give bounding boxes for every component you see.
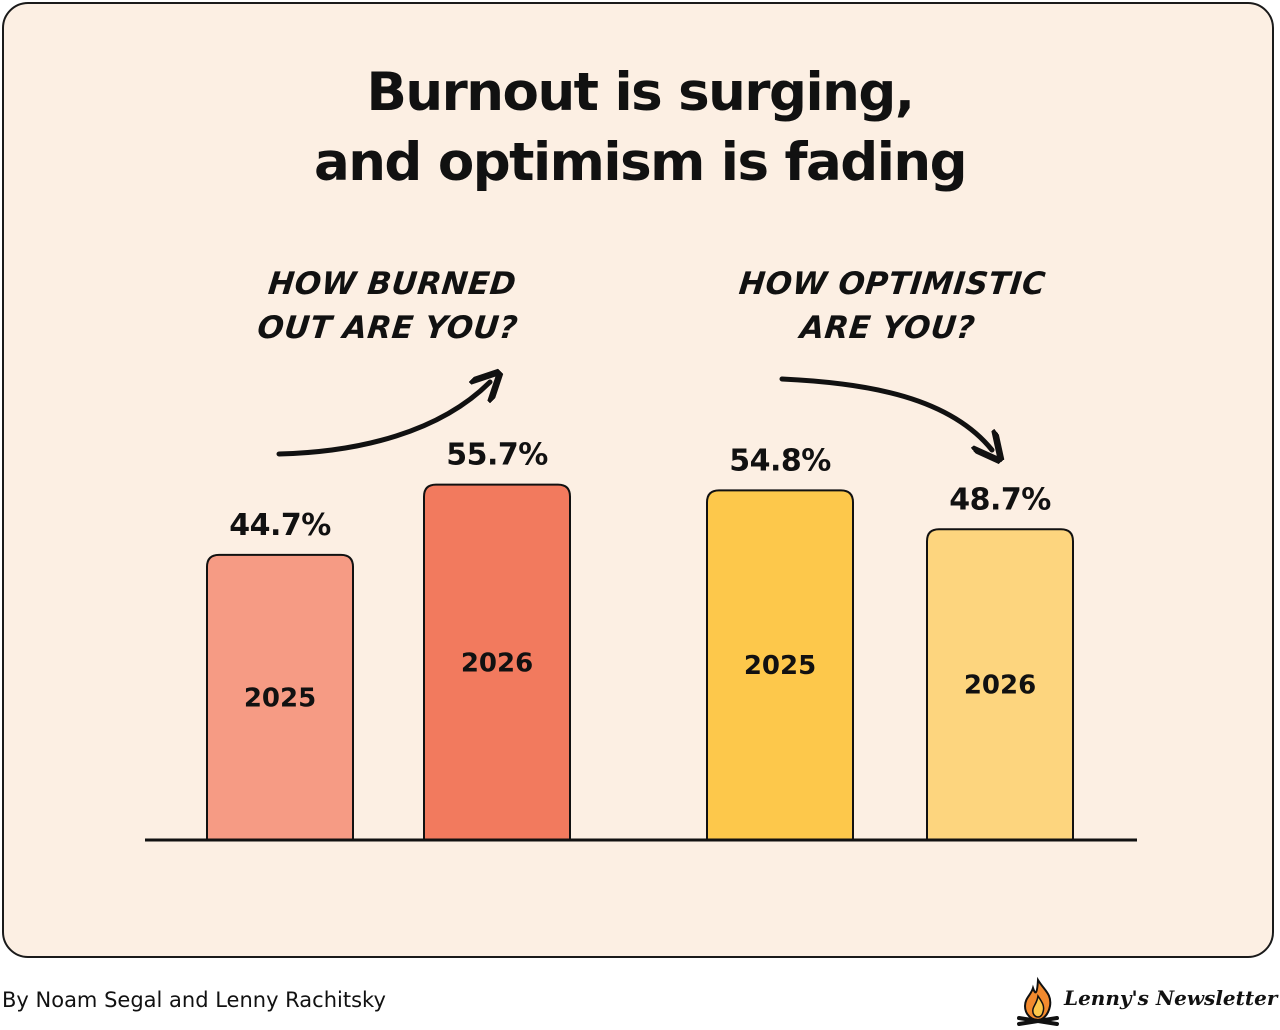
curved-arrow-down-icon <box>779 376 992 450</box>
chart-title-line-1: Burnout is surging, <box>366 62 915 123</box>
bar-chart: 44.7% 2025 55.7% 2026 54.8% 2025 48.7% 2026 <box>145 0 1137 842</box>
burnout-value-label-2025: 44.7% <box>229 508 331 543</box>
optimism-year-label-2025: 2025 <box>744 651 816 681</box>
burnout-bar-2026 <box>423 483 571 840</box>
chart-title-line-2: and optimism is fading <box>313 132 968 193</box>
burnout-value-label-2026: 55.7% <box>446 438 548 473</box>
optimism-value-label-2026: 48.7% <box>949 482 1051 517</box>
optimism-value-label-2025: 54.8% <box>729 443 831 478</box>
curved-arrow-up-icon <box>276 382 490 457</box>
optimism-year-label-2026: 2026 <box>964 671 1036 701</box>
campfire-icon <box>1017 976 1059 1026</box>
byline: By Noam Segal and Lenny Rachitsky <box>2 988 386 1012</box>
burnout-year-label-2025: 2025 <box>244 683 316 713</box>
burnout-year-label-2026: 2026 <box>461 648 533 678</box>
burnout-bar-2025 <box>206 553 354 840</box>
optimism-bar-2025 <box>706 489 854 840</box>
brand-logo: Lenny's Newsletter <box>1014 976 1278 1026</box>
optimism-bar-2026 <box>926 528 1074 840</box>
brand-name: Lenny's Newsletter <box>1064 986 1278 1010</box>
